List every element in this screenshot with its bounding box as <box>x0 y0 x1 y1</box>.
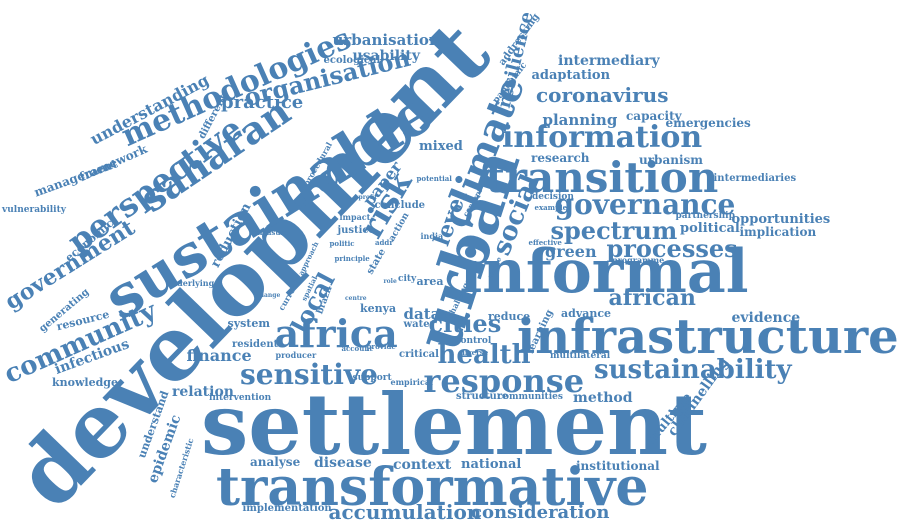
word-institutional: institutional <box>576 459 660 473</box>
word-justice: justice <box>337 225 375 236</box>
word-control: control <box>455 335 492 346</box>
word-intermediary: intermediary <box>558 53 660 69</box>
word-political: political <box>680 220 740 236</box>
word-urbanisation: urbanisation <box>332 30 440 49</box>
word-effective: effective <box>528 237 562 247</box>
word-sensitive: sensitive <box>240 358 378 391</box>
word-resident: resident <box>232 339 279 350</box>
word-underlying: underlying <box>165 278 215 288</box>
word-consideration: consideration <box>471 502 610 523</box>
word-empirical: empirical <box>390 377 434 387</box>
word-change: change <box>256 292 281 299</box>
word-informal: informal <box>459 237 749 307</box>
word-coronavirus: coronavirus <box>536 83 669 107</box>
word-critical: critical <box>399 349 439 360</box>
word-cities: cities <box>428 309 502 338</box>
word-provide: provide <box>366 341 396 351</box>
word-conclude: conclude <box>374 200 426 211</box>
word-processes: processes <box>606 234 738 263</box>
word-system: system <box>227 316 271 330</box>
word-sustainability: sustainability <box>594 355 792 385</box>
word-support: support <box>352 372 392 383</box>
word-health: health <box>437 340 531 370</box>
word-spectrum: spectrum <box>550 216 678 245</box>
word-context: context <box>393 457 452 473</box>
word-opportunities: opportunities <box>731 211 831 227</box>
word-role: role <box>383 278 397 285</box>
word-kenya: kenya <box>360 301 397 315</box>
word-governance: governance <box>554 188 736 221</box>
word-area: area <box>416 274 444 288</box>
word-centre: centre <box>345 295 367 302</box>
word-water: water <box>403 319 435 330</box>
word-research: research <box>531 151 590 165</box>
word-evidence: evidence <box>731 310 801 326</box>
word-disease: disease <box>314 455 372 471</box>
word-implementation: implementation <box>242 503 332 514</box>
word-vulnerability: vulnerability <box>2 204 66 215</box>
word-response: response <box>423 362 585 400</box>
word-reduce: reduce <box>488 309 531 323</box>
word-principle: principle <box>334 253 370 263</box>
word-knowledge: knowledge <box>52 375 118 389</box>
word-intermediaries: intermediaries <box>713 173 797 184</box>
word-profit: profit <box>358 194 378 201</box>
word-settlement: settlement <box>201 375 707 474</box>
word-capacity: capacity <box>626 109 682 123</box>
word-india: india <box>420 231 444 241</box>
word-transition: transition <box>485 153 719 202</box>
word-producer: producer <box>275 350 317 360</box>
word-diverse: diverse <box>460 347 489 357</box>
word-communities: communities <box>497 391 563 402</box>
word-data: data <box>403 304 441 323</box>
word-account: account <box>341 343 373 353</box>
word-finance: finance <box>186 346 252 365</box>
word-accumulation: accumulation <box>328 500 482 523</box>
word-transformative: transformative <box>216 457 649 518</box>
word-relation: relation <box>172 384 234 400</box>
word-programme: programme <box>612 255 665 265</box>
word-method: method <box>573 390 633 406</box>
word-planning: planning <box>542 110 618 129</box>
word-multilateral: multilateral <box>550 350 611 361</box>
word-adaptation: adaptation <box>531 67 611 83</box>
word-intervention: intervention <box>209 392 272 403</box>
word-emergencies: emergencies <box>665 116 751 130</box>
word-usability: usability <box>352 48 420 64</box>
word-green: green <box>545 242 597 261</box>
word-decision: decision <box>532 191 574 202</box>
word-practice: practice <box>221 92 304 113</box>
word-national: national <box>461 456 522 472</box>
word-mixed: mixed <box>419 138 463 154</box>
word-implication: implication <box>739 225 817 239</box>
word-infrastructure: infrastructure <box>517 309 899 365</box>
word-example: example <box>534 202 568 212</box>
word-addr: addr <box>375 237 394 247</box>
word-information: information <box>502 120 703 155</box>
word-politic: politic <box>329 238 355 248</box>
word-potential: potential <box>416 173 452 183</box>
word-africa: africa <box>274 311 398 356</box>
word-measure: measure <box>255 227 289 237</box>
word-analyse: analyse <box>250 455 301 469</box>
word-advance: advance <box>561 306 612 320</box>
word-city: city <box>398 273 417 284</box>
word-structure: structure <box>456 391 509 402</box>
word-ecological: ecological <box>323 55 381 66</box>
word-partnership: partnership <box>675 210 735 221</box>
word-african: african <box>608 285 696 311</box>
word-impact: impact <box>339 212 371 222</box>
word-urbanism: urbanism <box>639 153 703 167</box>
